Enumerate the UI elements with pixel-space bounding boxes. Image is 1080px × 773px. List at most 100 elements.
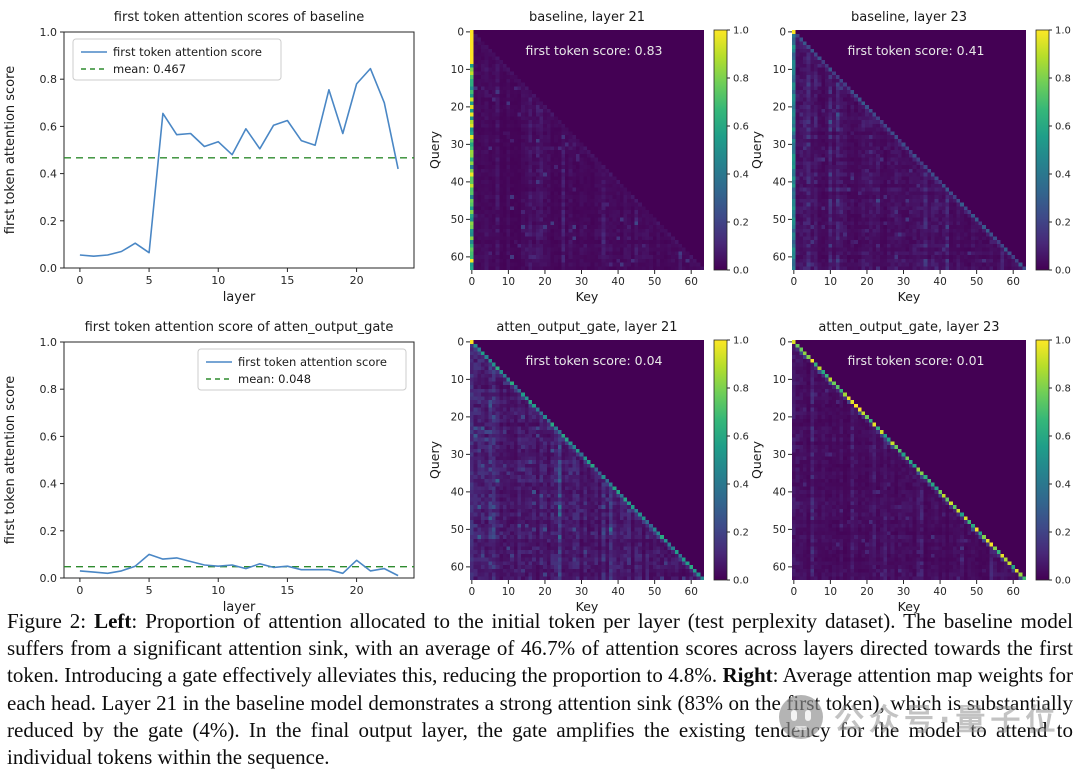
x-tick-label: 30	[575, 586, 588, 598]
colorbar-tick-label: 0.4	[1055, 170, 1071, 181]
y-tick-label: 0.2	[40, 525, 58, 538]
chart-title: first token attention score of atten_out…	[85, 320, 394, 335]
axes-frame	[63, 31, 415, 269]
legend-mean-label: mean: 0.048	[238, 372, 311, 386]
x-tick-label: 0	[76, 274, 83, 287]
y-tick-label: 40	[451, 487, 464, 499]
x-tick-label: 5	[146, 274, 153, 287]
first-token-score-annotation: first token score: 0.41	[848, 43, 985, 58]
y-tick-label: 1.0	[40, 26, 58, 39]
heatmap-gate-layer-23: atten_output_gate, layer 23 first token s…	[749, 316, 1071, 616]
y-tick-label: 0.6	[40, 120, 58, 133]
colorbar-tick-label: 0.6	[733, 432, 749, 443]
x-tick-label: 20	[538, 586, 551, 598]
y-tick-label: 40	[773, 487, 786, 499]
colorbar-tick-label: 0.8	[733, 74, 749, 85]
x-tick-label: 10	[502, 586, 515, 598]
colorbar-tick-label: 0.4	[1055, 480, 1071, 491]
x-tick-label: 10	[824, 586, 837, 598]
colorbar-tick-label: 0.0	[733, 576, 749, 587]
colorbar-tick-label: 0.2	[733, 218, 749, 229]
x-tick-label: 0	[790, 276, 797, 288]
data-line	[79, 553, 399, 577]
y-tick-label: 20	[773, 412, 786, 424]
colorbar-tick-label: 0.8	[733, 384, 749, 395]
x-tick-label: 50	[970, 586, 983, 598]
x-axis-label: Key	[576, 599, 599, 614]
y-tick-label: 1.0	[40, 336, 58, 349]
y-axis-label: Query	[427, 130, 442, 169]
caption-bold-segment: Right	[722, 663, 773, 688]
x-tick-label: 40	[611, 276, 624, 288]
x-tick-label: 50	[970, 276, 983, 288]
x-tick-label: 60	[1007, 586, 1020, 598]
x-axis-label: Key	[898, 599, 921, 614]
line-chart-svg: first token attention score of atten_out…	[3, 320, 415, 615]
heatmap-axes-svg: atten_output_gate, layer 23 first token s…	[749, 320, 1071, 614]
y-tick-label: 0	[779, 27, 786, 39]
x-tick-label: 10	[824, 276, 837, 288]
x-tick-label: 15	[280, 584, 294, 597]
y-tick-label: 0.4	[40, 478, 58, 491]
caption-segment: Figure 2:	[7, 609, 95, 633]
colorbar-tick-label: 0.4	[733, 480, 749, 491]
colorbar-tick-label: 0.2	[1055, 528, 1071, 539]
colorbar-tick-label: 1.0	[1055, 26, 1071, 37]
legend-mean-label: mean: 0.467	[113, 62, 186, 76]
colorbar-tick-label: 0.2	[1055, 218, 1071, 229]
heatmap-baseline-layer-23: baseline, layer 23 first token score: 0.4…	[749, 6, 1071, 306]
x-tick-label: 20	[860, 586, 873, 598]
x-tick-label: 30	[897, 586, 910, 598]
heatmap-axes-svg: baseline, layer 21 first token score: 0.8…	[427, 10, 749, 304]
x-axis-label: layer	[223, 600, 256, 615]
attention-heatmap-canvas	[470, 30, 704, 270]
colorbar-tick-label: 0.8	[1055, 384, 1071, 395]
heatmap-axes-svg: atten_output_gate, layer 21 first token s…	[427, 320, 749, 614]
x-axis-label: Key	[576, 289, 599, 304]
y-tick-label: 60	[773, 252, 786, 264]
y-tick-label: 40	[773, 177, 786, 189]
axes-frame	[63, 341, 415, 579]
heatmap-baseline-layer-21: baseline, layer 21 first token score: 0.8…	[427, 6, 749, 306]
y-tick-label: 0.4	[40, 168, 58, 181]
x-tick-label: 20	[538, 276, 551, 288]
colorbar-tick-label: 0.0	[733, 266, 749, 277]
x-tick-label: 40	[933, 586, 946, 598]
y-tick-label: 50	[773, 214, 786, 226]
legend-box	[72, 38, 282, 81]
y-tick-label: 60	[451, 562, 464, 574]
y-tick-label: 0.8	[40, 73, 58, 86]
x-tick-label: 40	[611, 586, 624, 598]
colorbar-tick-label: 0.6	[1055, 122, 1071, 133]
caption-segment: : Proportion of attention allocated to t…	[7, 609, 1073, 688]
x-tick-label: 60	[1007, 276, 1020, 288]
colorbar-tick-label: 0.8	[1055, 74, 1071, 85]
y-tick-label: 60	[773, 562, 786, 574]
line-plot-atten-output-gate: first token attention score of atten_out…	[0, 316, 430, 616]
colorbar-tick-label: 1.0	[1055, 336, 1071, 347]
x-tick-label: 30	[575, 276, 588, 288]
x-tick-label: 20	[350, 584, 364, 597]
y-tick-label: 30	[451, 139, 464, 151]
chart-title: first token attention scores of baseline	[114, 10, 364, 25]
first-token-score-annotation: first token score: 0.83	[526, 43, 663, 58]
caption-segment: : Average attention map weights for each…	[7, 663, 1073, 770]
colorbar	[1035, 29, 1050, 271]
y-axis-label: Query	[427, 440, 442, 479]
y-axis-label: Query	[749, 130, 764, 169]
first-token-score-annotation: first token score: 0.01	[848, 353, 985, 368]
legend-label: first token attention score	[113, 45, 262, 59]
line-chart-svg: first token attention scores of baseline…	[3, 10, 415, 305]
x-tick-label: 10	[211, 584, 225, 597]
colorbar-tick-label: 1.0	[733, 26, 749, 37]
chart-title: baseline, layer 23	[851, 10, 967, 25]
y-tick-label: 20	[773, 102, 786, 114]
y-tick-label: 40	[451, 177, 464, 189]
x-tick-label: 5	[146, 584, 153, 597]
y-tick-label: 10	[773, 64, 786, 76]
y-tick-label: 10	[451, 374, 464, 386]
x-axis-label: Key	[898, 289, 921, 304]
y-tick-label: 20	[451, 102, 464, 114]
colorbar-tick-label: 0.6	[1055, 432, 1071, 443]
caption-bold-segment: Left	[94, 609, 132, 633]
